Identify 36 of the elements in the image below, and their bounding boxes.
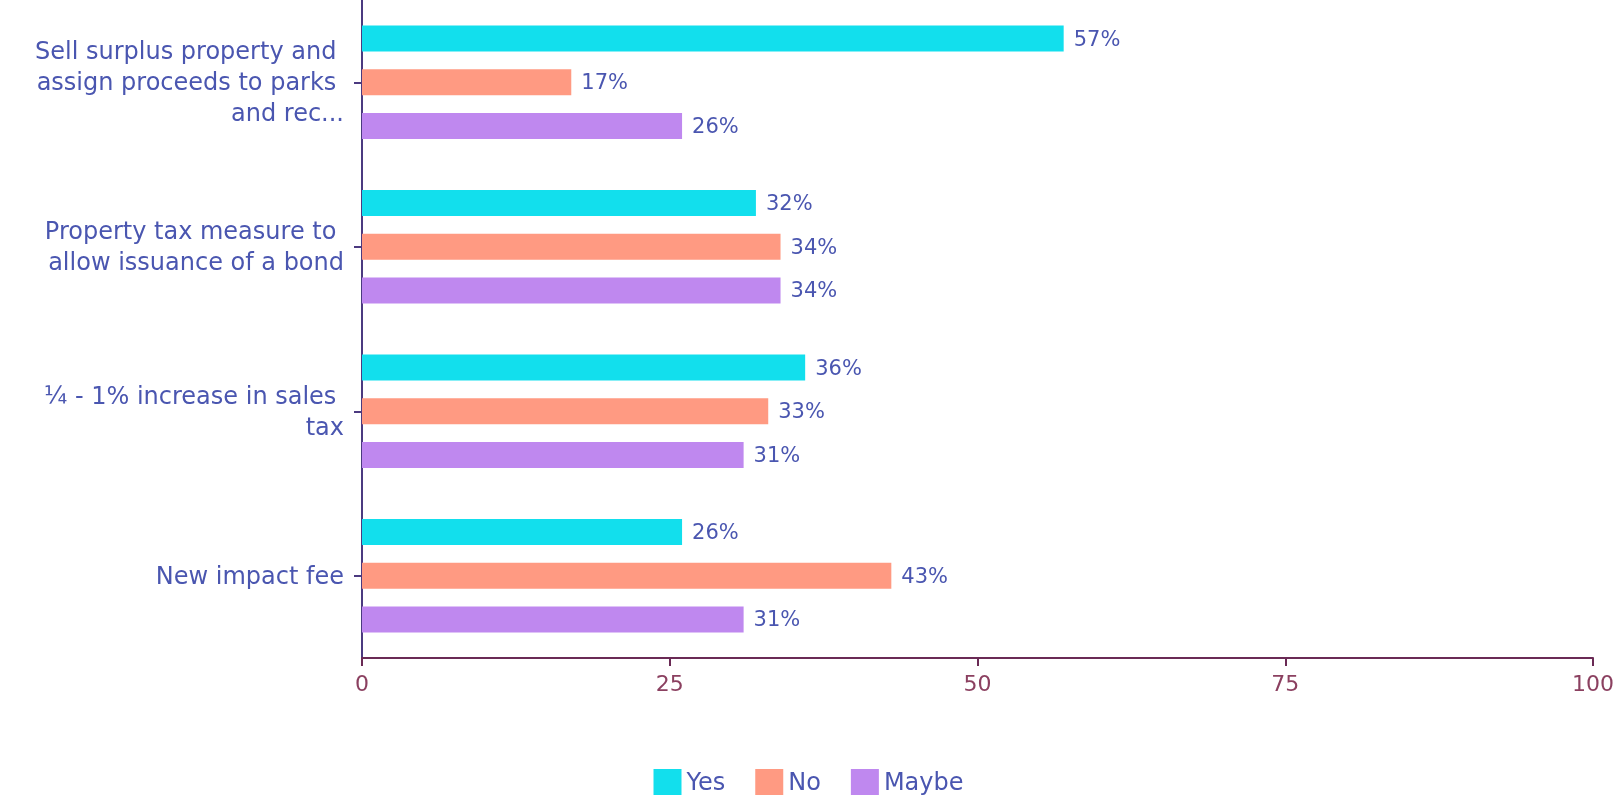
bar xyxy=(362,112,683,139)
legend-label: Maybe xyxy=(883,768,964,796)
y-tick-label: Property tax measure to allow issuance of a bond xyxy=(44,217,344,277)
data-label: 34% xyxy=(790,278,838,303)
y-tick-label: ¼ - 1% increase in sales tax xyxy=(44,381,344,441)
x-tick-label: 75 xyxy=(1271,670,1300,696)
bar xyxy=(362,441,744,468)
data-label: 32% xyxy=(765,191,813,216)
bar xyxy=(362,398,769,425)
x-tick-label: 50 xyxy=(963,670,992,696)
bar xyxy=(362,606,744,633)
bar xyxy=(362,25,1064,52)
data-label: 34% xyxy=(790,234,838,259)
y-tick-label: New impact fee xyxy=(155,561,344,590)
y-tick-label: Sell surplus property and assign proceeds to parks and rec... xyxy=(35,37,344,128)
data-label: 33% xyxy=(778,399,825,424)
data-label: 36% xyxy=(815,355,862,380)
bar xyxy=(362,69,572,96)
data-label: 26% xyxy=(692,520,739,545)
legend-label: Yes xyxy=(685,768,726,796)
data-label: 31% xyxy=(753,442,801,467)
legend-label: No xyxy=(788,768,821,796)
bar xyxy=(362,277,781,304)
data-label: 57% xyxy=(1073,26,1121,51)
bar xyxy=(362,233,781,260)
bar xyxy=(362,190,756,217)
bar xyxy=(362,519,683,546)
x-tick-label: 0 xyxy=(355,670,369,696)
x-tick-label: 100 xyxy=(1572,670,1614,696)
x-tick-label: 25 xyxy=(655,670,684,696)
bar xyxy=(362,562,892,589)
data-label: 17% xyxy=(581,70,628,95)
data-label: 43% xyxy=(901,563,949,588)
bar xyxy=(362,354,806,381)
data-label: 26% xyxy=(692,113,739,138)
data-label: 31% xyxy=(753,607,801,632)
